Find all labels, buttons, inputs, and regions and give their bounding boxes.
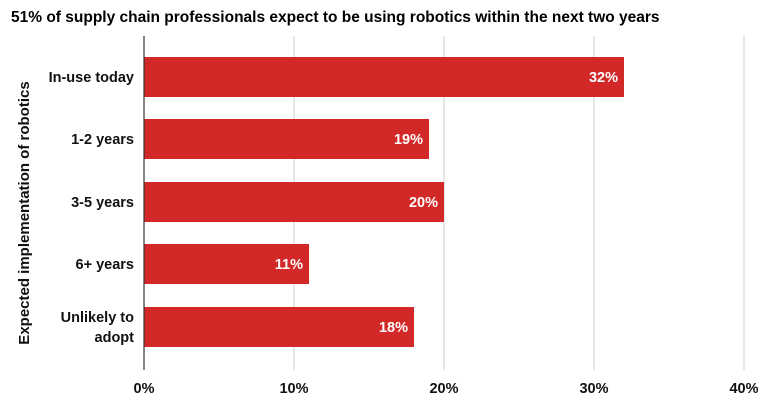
x-tick-label: 10% (279, 381, 308, 397)
category-label: 3-5 years (71, 195, 134, 211)
x-tick-label: 20% (429, 381, 458, 397)
category-label-line: Unlikely to (61, 310, 134, 326)
category-label-line: adopt (95, 330, 135, 346)
category-label: Unlikely to adopt (61, 310, 134, 346)
labels: 0% 10% 20% 30% 40% 32% In-use today 19% 1-2 year… (49, 70, 759, 397)
bar (144, 307, 414, 347)
x-tick-label: 0% (134, 381, 155, 397)
data-label: 19% (394, 132, 423, 148)
category-label-line: In-use today (49, 70, 134, 86)
category-label: 1-2 years (71, 132, 134, 148)
category-label: In-use today (49, 70, 134, 86)
category-label-line: 6+ years (76, 257, 134, 273)
bar (144, 119, 429, 159)
category-label-line: 3-5 years (71, 195, 134, 211)
category-label-line: 1-2 years (71, 132, 134, 148)
bar (144, 182, 444, 222)
data-label: 20% (409, 195, 438, 211)
bar (144, 244, 309, 284)
chart-title: 51% of supply chain professionals expect… (11, 9, 660, 26)
data-label: 32% (589, 70, 618, 86)
x-tick-label: 30% (579, 381, 608, 397)
bars (144, 57, 624, 347)
category-label: 6+ years (76, 257, 134, 273)
bar (144, 57, 624, 97)
x-tick-label: 40% (729, 381, 758, 397)
y-axis-title: Expected implementation of robotics (16, 81, 33, 344)
data-label: 11% (275, 257, 303, 273)
data-label: 18% (379, 320, 408, 336)
